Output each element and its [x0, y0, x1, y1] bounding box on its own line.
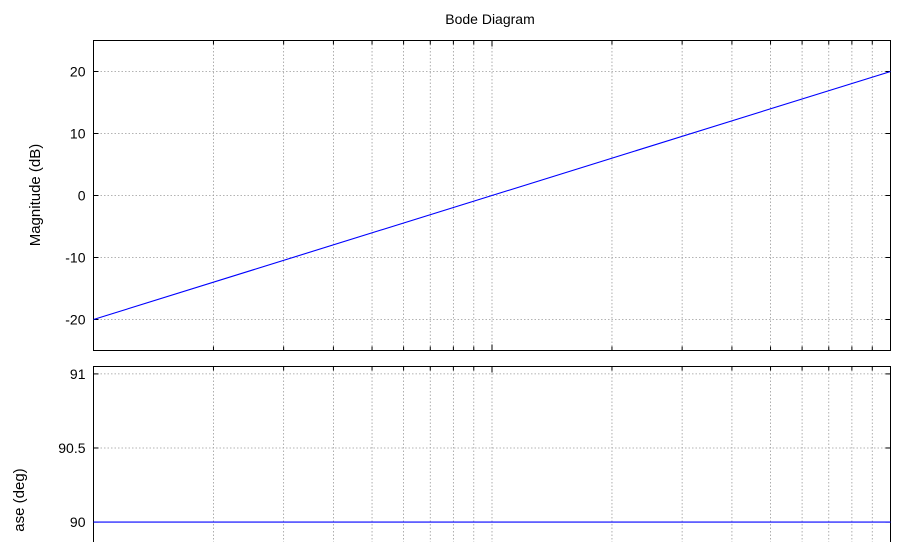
- magnitude-y-tick-label: -10: [65, 250, 85, 266]
- magnitude-y-axis-label: Magnitude (dB): [27, 144, 44, 247]
- magnitude-y-tick-label: 0: [78, 188, 86, 204]
- phase-panel: 90 90.5 91 ase (deg): [11, 366, 891, 542]
- phase-axes-frame: [93, 366, 891, 542]
- magnitude-y-tick-labels: -20 -10 0 10 20: [65, 64, 85, 328]
- phase-y-tick-label: 90: [70, 514, 86, 530]
- magnitude-panel: -20 -10 0 10 20 Magnitude (dB): [27, 40, 891, 351]
- magnitude-axes-frame: [93, 40, 891, 351]
- phase-y-tick-labels: 90 90.5 91: [58, 366, 85, 530]
- phase-grid: [93, 366, 891, 542]
- chart-title: Bode Diagram: [445, 11, 535, 27]
- magnitude-grid: [93, 40, 891, 351]
- phase-y-tick-label: 91: [70, 366, 86, 382]
- phase-y-tick-label: 90.5: [58, 440, 85, 456]
- phase-y-axis-label: ase (deg): [11, 468, 28, 531]
- magnitude-y-tick-label: 20: [70, 64, 86, 80]
- magnitude-tick-marks: [93, 40, 891, 351]
- magnitude-trace: [93, 70, 891, 321]
- magnitude-y-tick-label: 10: [70, 126, 86, 142]
- magnitude-y-tick-label: -20: [65, 312, 85, 328]
